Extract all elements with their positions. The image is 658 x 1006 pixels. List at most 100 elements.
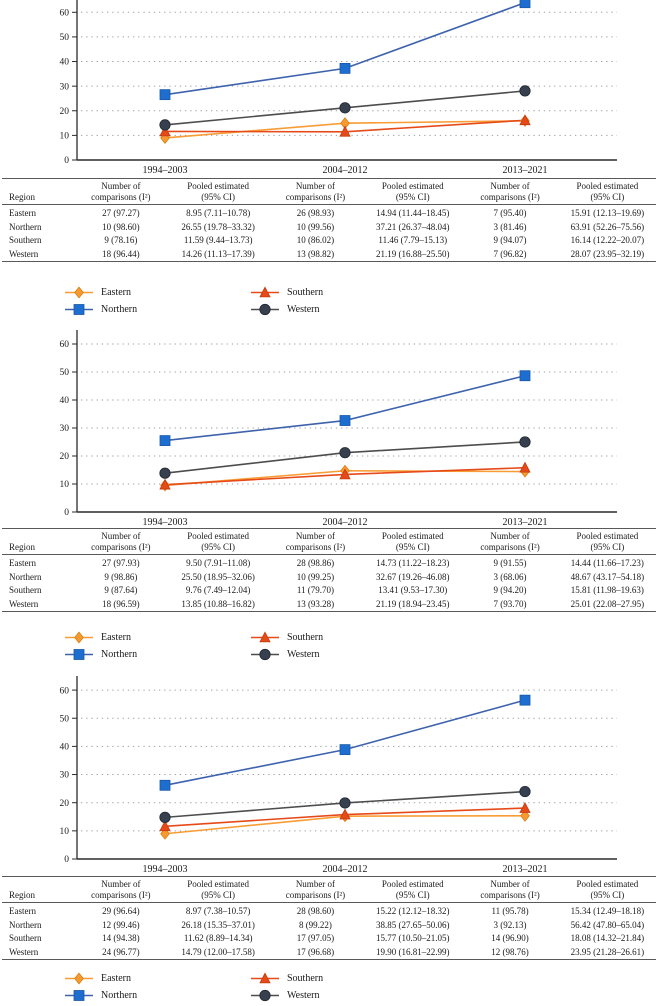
column-header: Number of comparisons (I²) — [266, 876, 365, 903]
legend-item-northern: Northern — [64, 989, 250, 1002]
legend-item-northern: Northern — [64, 648, 250, 661]
legend-item-southern: Southern — [250, 631, 436, 644]
panel-1-results-table: Region Number of comparisons (I²) Pooled es… — [0, 178, 658, 262]
circle-marker-western — [519, 85, 531, 97]
triangle-marker-southern — [519, 461, 531, 473]
diamond-marker-eastern — [520, 809, 530, 822]
value-cell: 15.34 (12.49–18.18) — [570, 906, 645, 916]
table-header-row: Region Number of comparisons (I²) Pooled es… — [2, 876, 656, 903]
value-cell: 17 (96.68) — [296, 946, 335, 957]
value-cell: 18.08 (14.32–21.84) — [570, 933, 645, 943]
diamond-marker-icon — [65, 972, 93, 985]
value-cell: 14.44 (11.66–17.23) — [570, 558, 644, 568]
value-cell: 3 (81.46) — [493, 221, 527, 232]
region-cell: Western — [9, 248, 39, 259]
square-marker-northern — [339, 415, 351, 426]
value-cell: 9.76 (7.49–12.04) — [185, 585, 251, 595]
panel-2-legend: Eastern Northern Southern Western — [0, 630, 658, 662]
series-line-northern — [164, 374, 526, 442]
value-cell: 63.91 (52.26–75.56) — [570, 221, 645, 232]
value-cell: 13.41 (9.53–17.30) — [378, 585, 448, 595]
value-cell: 12 (98.76) — [491, 946, 529, 957]
region-cell: Eastern — [9, 208, 36, 218]
value-cell: 14.79 (12.00–17.58) — [181, 946, 255, 957]
square-marker-icon — [65, 990, 93, 1001]
y-tick-label: 40 — [60, 58, 70, 68]
triangle-marker-southern — [339, 808, 351, 820]
x-axis-label: 2004–2012 — [323, 165, 368, 174]
y-tick-label: 20 — [60, 799, 70, 809]
value-cell: 26.55 (19.78–33.32) — [181, 221, 255, 232]
value-cell: 9 (87.64) — [104, 585, 138, 595]
value-cell: 9 (91.55) — [493, 558, 527, 568]
triangle-marker-southern — [159, 820, 171, 832]
value-cell: 9 (94.07) — [493, 235, 527, 245]
square-marker-icon — [65, 304, 93, 315]
square-marker-icon — [65, 649, 93, 660]
table-row-western: Western 24 (96.77) 14.79 (12.00–17.58) 17 (… — [2, 946, 656, 960]
column-header: Pooled estimated (95% CI) — [558, 528, 656, 555]
legend-label: Northern — [101, 990, 138, 1001]
value-cell: 13 (93.28) — [296, 598, 335, 609]
line-chart-canvas: 0 10 20 30 40 50 60 1994–2003 2004–2012 2013–2021 — [60, 676, 617, 874]
y-tick-label: 0 — [64, 508, 69, 518]
value-cell: 10 (98.60) — [102, 221, 140, 232]
value-cell: 8.97 (7.38–10.57) — [185, 906, 251, 916]
value-cell: 18 (96.44) — [102, 248, 140, 259]
value-cell: 9 (78.16) — [104, 235, 138, 245]
circle-marker-western — [159, 467, 171, 479]
region-cell: Eastern — [9, 558, 36, 568]
legend-label: Eastern — [101, 973, 131, 984]
legend-item-eastern: Eastern — [64, 972, 250, 985]
y-tick-label: 30 — [60, 82, 70, 92]
column-header: Number of comparisons (I²) — [461, 178, 559, 205]
value-cell: 14.26 (11.13–17.39) — [181, 248, 255, 259]
circle-marker-western — [519, 436, 531, 448]
column-header: Number of comparisons (I²) — [461, 876, 559, 903]
panel-1-legend: Eastern Northern Southern Western — [0, 285, 658, 317]
value-cell: 11.59 (9.44–13.73) — [183, 235, 253, 245]
triangle-marker-icon — [251, 972, 279, 984]
column-header: Pooled estimated (95% CI) — [558, 876, 656, 903]
value-cell: 15.22 (12.12–18.32) — [375, 906, 450, 916]
circle-marker-western — [159, 119, 171, 131]
panel-2-line-chart: 0 10 20 30 40 50 60 1994–2003 2004–2012 2013–2021 — [0, 330, 658, 528]
series-line-northern — [164, 1, 526, 96]
value-cell: 11.62 (8.89–14.34) — [183, 933, 253, 943]
value-cell: 29 (96.64) — [102, 906, 140, 916]
table-header-row: Region Number of comparisons (I²) Pooled es… — [2, 528, 656, 555]
legend-item-eastern: Eastern — [64, 631, 250, 644]
value-cell: 10 (99.25) — [296, 571, 335, 582]
y-tick-label: 0 — [64, 855, 69, 865]
column-header: Pooled estimated (95% CI) — [169, 876, 267, 903]
table-row-northern: Northern 9 (98.86) 25.50 (18.95–32.06) 10 (… — [2, 571, 656, 585]
results-table: Region Number of comparisons (I²) Pooled es… — [2, 528, 656, 612]
legend-label: Eastern — [101, 632, 131, 643]
table-row-northern: Northern 12 (99.46) 26.18 (15.35–37.01) 8 (… — [2, 919, 656, 933]
square-marker-northern — [159, 89, 171, 101]
value-cell: 21.19 (18.94–23.45) — [375, 598, 450, 609]
y-tick-label: 10 — [60, 132, 70, 142]
x-axis-label: 1994–2003 — [143, 864, 188, 874]
panel-2-results-table: Region Number of comparisons (I²) Pooled es… — [0, 528, 658, 612]
x-axis-label: 2004–2012 — [323, 517, 368, 528]
value-cell: 10 (99.56) — [296, 221, 335, 232]
value-cell: 10 (86.02) — [296, 235, 335, 245]
y-tick-label: 50 — [60, 368, 70, 378]
y-tick-label: 50 — [60, 714, 70, 724]
circle-marker-icon — [251, 989, 279, 1002]
square-marker-northern — [159, 435, 171, 446]
triangle-marker-southern — [519, 802, 531, 813]
line-chart-canvas: 0 10 20 30 40 50 60 1994–2003 2004–2012 2013–2021 — [60, 330, 617, 528]
value-cell: 28 (98.86) — [296, 558, 335, 568]
triangle-marker-southern — [159, 478, 171, 490]
square-marker-northern — [339, 63, 351, 74]
table-row-western: Western 18 (96.44) 14.26 (11.13–17.39) 13 (… — [2, 248, 656, 262]
column-header: Number of comparisons (I²) — [72, 876, 170, 903]
column-header: Pooled estimated (95% CI) — [364, 528, 462, 555]
value-cell: 7 (95.40) — [493, 208, 527, 218]
circle-marker-western — [339, 102, 351, 114]
y-tick-label: 10 — [60, 827, 70, 837]
value-cell: 8 (99.22) — [298, 919, 332, 930]
column-header: Pooled estimated (95% CI) — [364, 178, 462, 205]
